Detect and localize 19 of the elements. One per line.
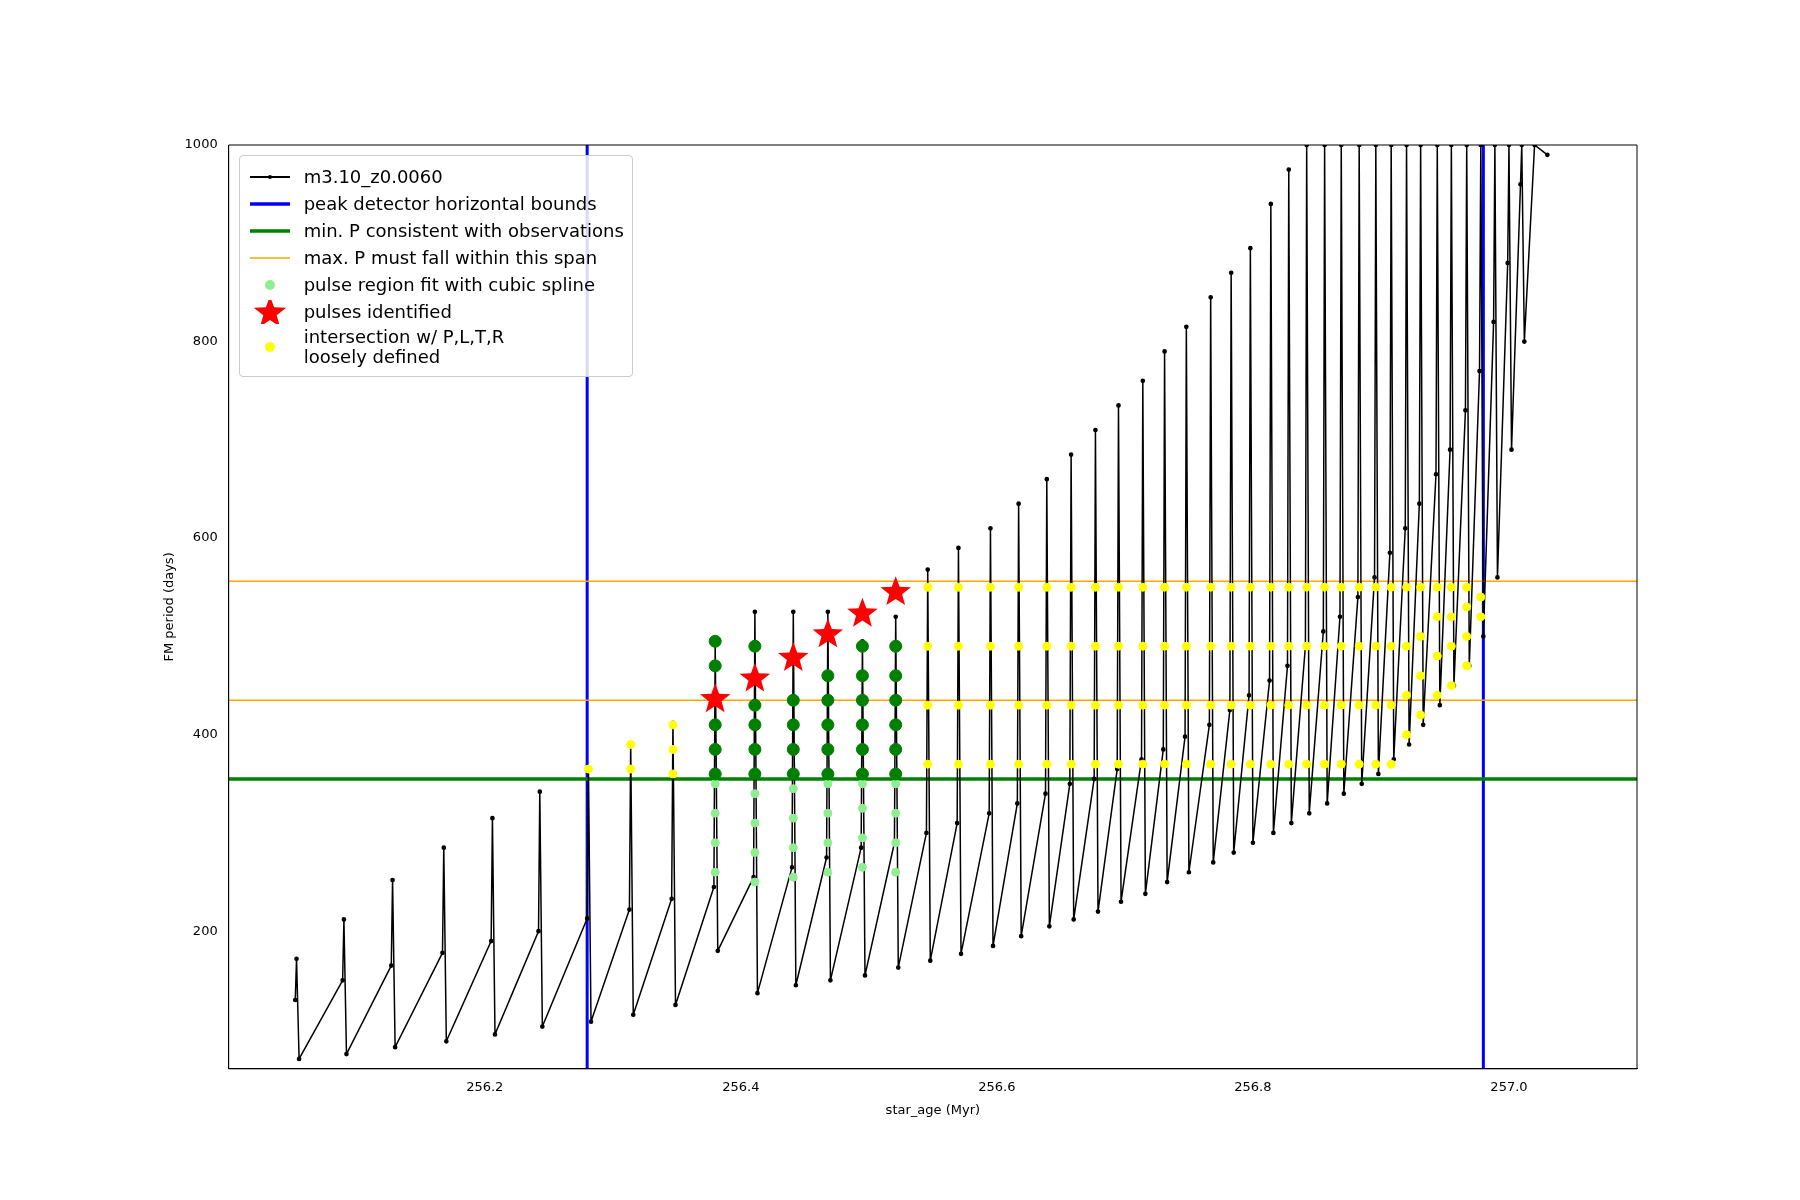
y-axis-title: FM period (days) bbox=[161, 552, 177, 662]
x-tick-label: 256.6 bbox=[978, 1078, 1016, 1094]
x-tick-label: 256.8 bbox=[1234, 1078, 1272, 1094]
x-axis-title: star_age (Myr) bbox=[885, 1101, 981, 1117]
x-tick-label: 257.0 bbox=[1490, 1078, 1528, 1094]
y-tick-label: 400 bbox=[192, 726, 218, 742]
ref-line-label: peak detector horizontal bounds bbox=[303, 193, 597, 214]
y-tick-label: 200 bbox=[192, 922, 218, 938]
y-tick-label: 1000 bbox=[184, 136, 218, 152]
legend-label: m3.10_z0.0060 bbox=[303, 166, 443, 187]
legend-label: intersection w/ P,L,T,R loosely defined bbox=[303, 326, 505, 367]
legend-label: min. P consistent with observations bbox=[303, 220, 624, 241]
legend-label: pulses identified bbox=[303, 301, 452, 322]
y-tick-label: 800 bbox=[192, 332, 218, 348]
legend-label: pulse region fit with cubic spline bbox=[303, 274, 595, 295]
x-tick-label: 256.2 bbox=[466, 1078, 504, 1094]
x-tick-label: 256.4 bbox=[722, 1078, 760, 1094]
legend-label: max. P must fall within this span bbox=[303, 247, 598, 268]
y-tick-label: 600 bbox=[192, 529, 218, 545]
